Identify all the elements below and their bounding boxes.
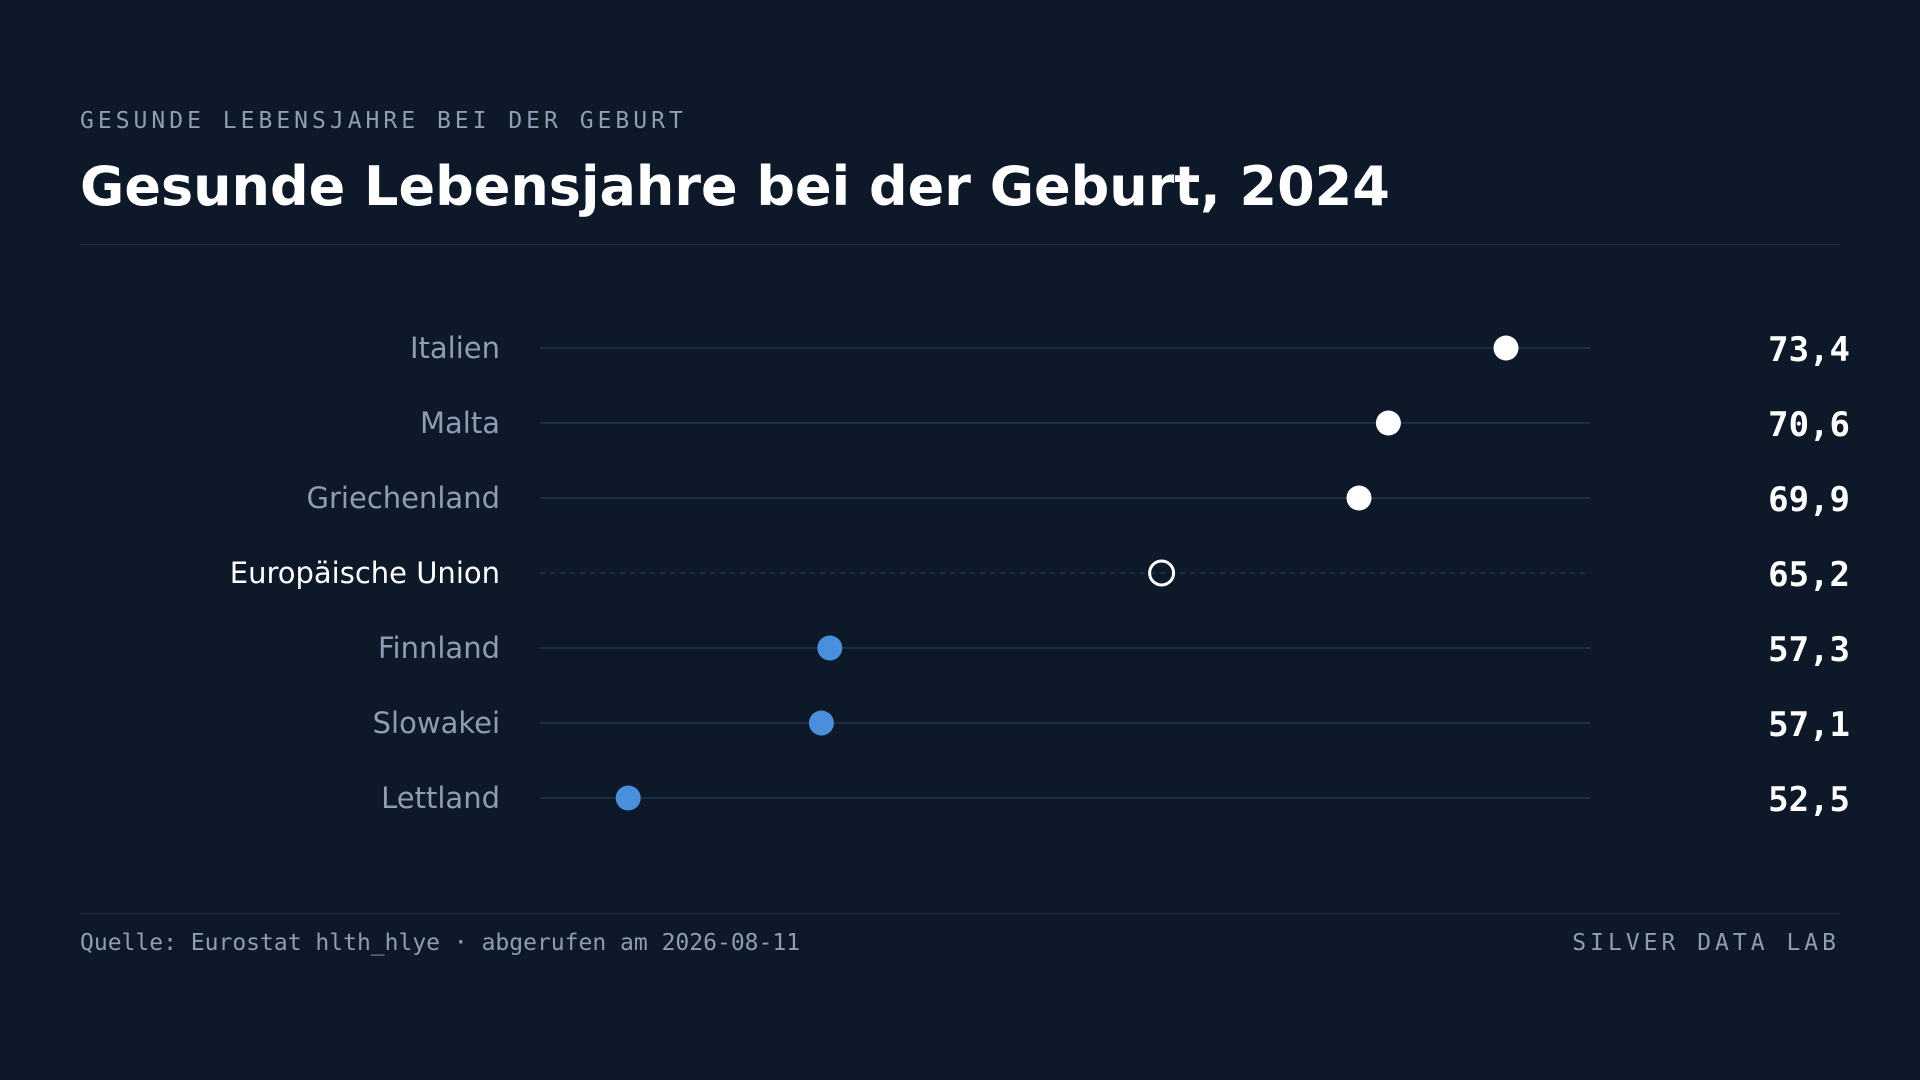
category-label: Italien (410, 331, 500, 365)
chart-title: Gesunde Lebensjahre bei der Geburt, 2024 (80, 155, 1390, 218)
value-label: 70,6 (1768, 405, 1850, 445)
value-label: 73,4 (1768, 330, 1850, 370)
category-label: Finnland (378, 631, 500, 665)
value-label: 57,3 (1768, 630, 1850, 670)
source-note: Quelle: Eurostat hlth_hlye · abgerufen a… (80, 930, 801, 956)
category-label: Malta (420, 406, 500, 440)
category-label: Europäische Union (230, 556, 500, 590)
data-dot (817, 635, 843, 661)
category-label: Slowakei (373, 706, 500, 740)
header-divider (80, 244, 1840, 245)
value-label: 65,2 (1768, 555, 1850, 595)
brand-label: SILVER DATA LAB (1572, 930, 1840, 956)
value-label: 52,5 (1768, 780, 1850, 820)
chart-kicker: GESUNDE LEBENSJAHRE BEI DER GEBURT (80, 108, 687, 134)
data-dot (1375, 410, 1401, 436)
footer-divider (80, 913, 1840, 914)
reference-dot (1148, 559, 1176, 587)
value-label: 69,9 (1768, 480, 1850, 520)
data-dot (615, 785, 641, 811)
category-label: Lettland (381, 781, 500, 815)
data-dot (1493, 335, 1519, 361)
data-dot (808, 710, 834, 736)
data-dot (1346, 485, 1372, 511)
category-label: Griechenland (307, 481, 500, 515)
value-label: 57,1 (1768, 705, 1850, 745)
